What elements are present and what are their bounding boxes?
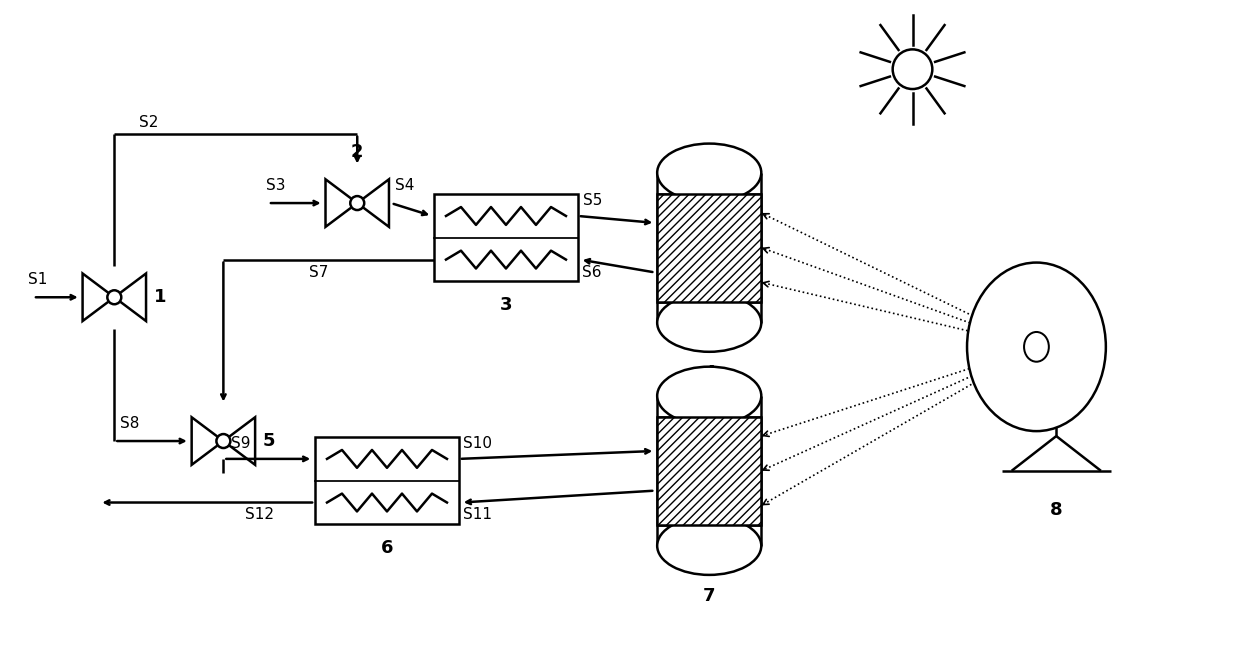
Circle shape xyxy=(217,434,231,448)
Text: S11: S11 xyxy=(463,507,492,522)
Circle shape xyxy=(108,290,122,304)
Text: S10: S10 xyxy=(463,436,492,451)
Text: S4: S4 xyxy=(394,178,414,193)
Text: S1: S1 xyxy=(29,273,47,287)
Circle shape xyxy=(350,196,365,210)
Bar xyxy=(657,417,761,525)
Text: S8: S8 xyxy=(120,416,140,431)
Text: 2: 2 xyxy=(351,143,363,162)
Text: S5: S5 xyxy=(583,193,603,208)
Text: S6: S6 xyxy=(582,265,601,279)
Text: 5: 5 xyxy=(263,432,275,450)
Text: 1: 1 xyxy=(154,288,166,306)
Text: 7: 7 xyxy=(703,587,715,605)
Text: S7: S7 xyxy=(309,265,329,279)
Bar xyxy=(657,173,761,323)
Text: S3: S3 xyxy=(267,178,285,193)
Bar xyxy=(434,194,578,281)
Text: 4: 4 xyxy=(703,364,715,382)
Bar xyxy=(657,194,761,302)
Text: S12: S12 xyxy=(244,507,274,522)
Bar xyxy=(315,437,459,524)
Text: S2: S2 xyxy=(139,115,159,129)
Text: S9: S9 xyxy=(232,436,250,451)
Ellipse shape xyxy=(657,144,761,202)
Ellipse shape xyxy=(1024,332,1049,362)
Text: 6: 6 xyxy=(381,539,393,557)
Bar xyxy=(657,396,761,546)
Ellipse shape xyxy=(657,294,761,351)
Ellipse shape xyxy=(657,516,761,575)
Text: 3: 3 xyxy=(500,296,512,314)
Text: 8: 8 xyxy=(1050,501,1063,518)
Ellipse shape xyxy=(657,367,761,425)
Ellipse shape xyxy=(967,263,1106,431)
